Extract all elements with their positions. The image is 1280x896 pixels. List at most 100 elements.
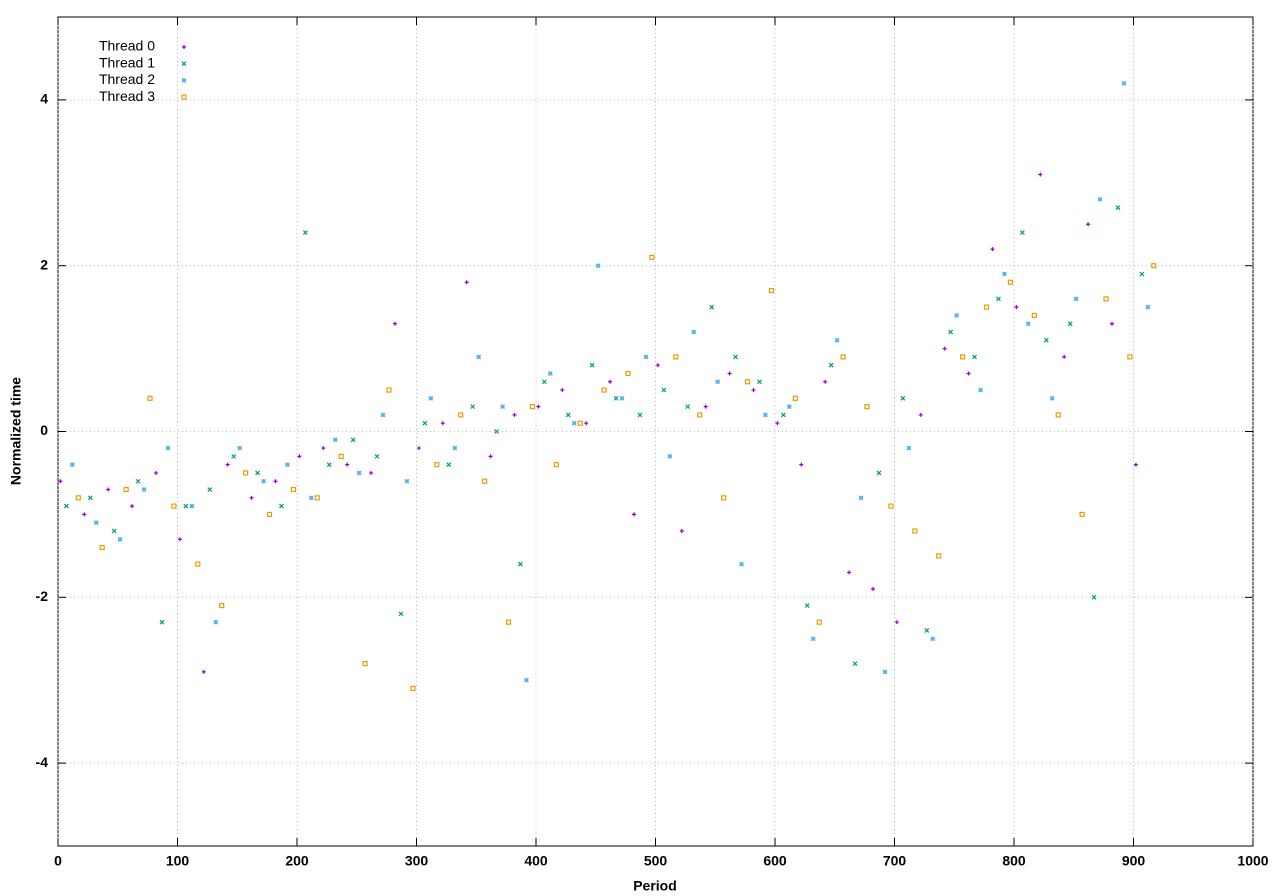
legend-marker [181,94,187,100]
point [942,346,947,351]
y-tick-label: -4 [36,754,49,770]
point [828,362,834,368]
point [1014,305,1019,310]
x-tick-label: 300 [405,853,429,869]
legend-label: Thread 2 [99,71,155,87]
point [201,669,206,674]
point [529,404,536,410]
point [63,503,69,509]
point [966,371,971,376]
point [577,420,583,426]
point [290,486,297,493]
legend-marker [181,77,187,83]
point [308,495,314,501]
point [243,470,249,476]
point [786,404,792,410]
point [404,478,410,484]
point [398,611,404,617]
point [213,619,219,625]
point [392,321,397,326]
point [780,412,786,418]
point [751,388,756,393]
point [655,363,660,368]
x-tick-label: 500 [644,853,668,869]
point [757,379,762,385]
point [255,470,260,476]
point [225,462,230,467]
point [703,404,708,409]
point [589,362,595,368]
point [99,544,105,551]
point [285,462,290,468]
point [709,304,715,310]
point [823,379,828,384]
point [332,437,338,443]
point [1049,395,1055,401]
point [452,445,458,451]
point [369,470,374,475]
point [386,387,392,393]
point [560,388,565,393]
point [1038,172,1043,177]
point [810,636,816,642]
point [518,561,523,567]
point [1127,354,1133,360]
point [972,354,977,360]
point [894,620,899,625]
point [219,602,225,609]
point [82,512,87,517]
legend-label: Thread 0 [99,38,155,54]
point [744,379,751,385]
point [649,254,655,261]
point [58,479,63,484]
point [847,570,852,575]
point [775,421,780,426]
point [374,453,380,459]
point [338,453,344,459]
point [266,511,273,518]
point [141,487,147,492]
y-tick-label: 4 [40,91,48,107]
point [440,421,445,426]
point [1086,222,1091,227]
point [1109,321,1114,326]
point [279,503,284,509]
point [816,619,822,625]
x-tick-label: 800 [1002,853,1026,869]
point [673,354,679,360]
point [1025,321,1031,327]
point [416,446,421,451]
point [314,495,320,501]
point [1031,312,1037,319]
point [547,371,553,376]
point [261,478,266,484]
point [505,619,512,625]
point [356,470,362,476]
x-tick-label: 200 [285,853,309,869]
point [165,445,171,451]
point [512,412,517,417]
point [111,528,117,534]
point [608,379,613,384]
point [876,470,882,476]
point [130,504,135,509]
x-tick-label: 1000 [1237,853,1268,869]
point [321,446,326,451]
point [302,230,308,235]
point [494,429,499,434]
point [804,603,810,609]
point [733,354,738,360]
point [870,587,875,592]
point [231,453,237,459]
point [464,280,469,285]
point [1139,271,1145,277]
point [147,395,153,401]
point [1055,412,1061,418]
point [75,495,81,501]
point [1097,196,1103,202]
point [1115,205,1121,211]
point [1103,296,1109,302]
legend-marker [182,45,186,49]
point [930,636,936,642]
